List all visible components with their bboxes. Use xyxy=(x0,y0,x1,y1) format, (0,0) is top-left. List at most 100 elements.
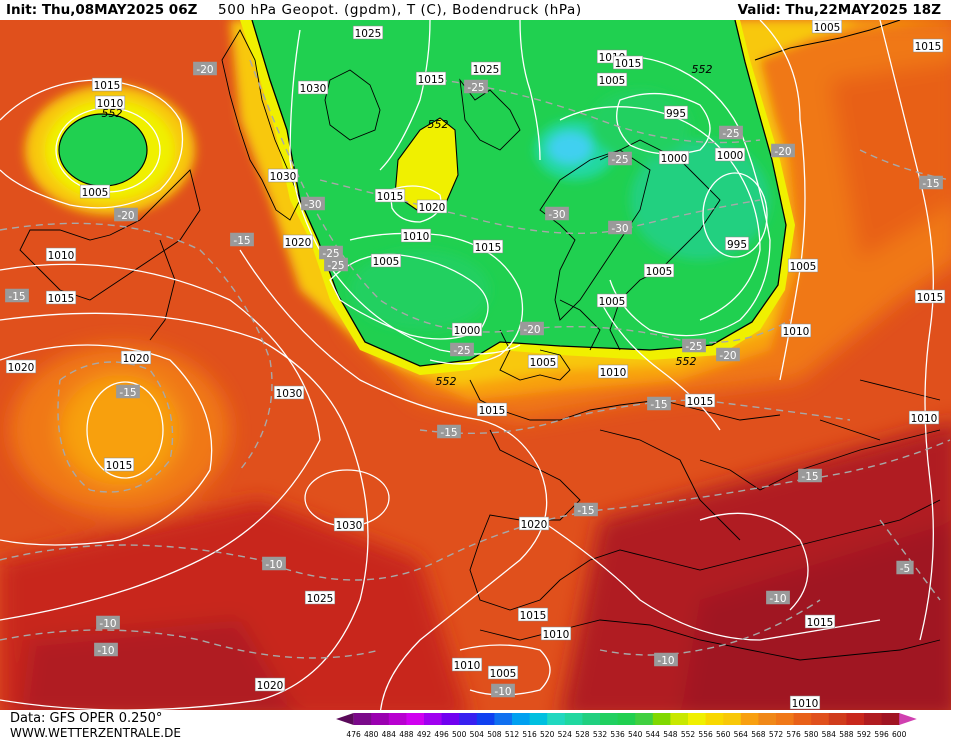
isotherm-label: -15 xyxy=(919,175,943,190)
isotherm-label: -15 xyxy=(116,384,140,399)
isobar-label-text: 1000 xyxy=(454,325,481,337)
isotherm-label-text: -15 xyxy=(8,291,25,303)
isobar-label-text: 1015 xyxy=(687,396,714,408)
isotherm-label-box xyxy=(716,347,740,362)
legend-swatch xyxy=(371,713,390,725)
isotherm-label: -25 xyxy=(682,338,706,353)
isotherm-label: -20 xyxy=(716,347,740,362)
isobar-label-text: 1020 xyxy=(285,237,312,249)
isobar-label-text: 1015 xyxy=(377,191,404,203)
isobar-label-box xyxy=(370,253,402,268)
isobar-label-text: 1000 xyxy=(717,150,744,162)
isobar-label-text: 1005 xyxy=(599,296,626,308)
legend-tick-label: 480 xyxy=(364,730,379,739)
isotherm-label: -25 xyxy=(608,151,632,166)
isobar-label-box xyxy=(472,239,504,254)
isobar-label-text: 1010 xyxy=(454,660,481,672)
isotherm-label: -15 xyxy=(647,396,671,411)
isobar-label-box xyxy=(267,168,299,183)
isobar-label-box xyxy=(297,80,329,95)
isobar-label-text: 1015 xyxy=(520,610,547,622)
legend-tick-label: 516 xyxy=(522,730,537,739)
isobar-label-text: 995 xyxy=(727,239,747,251)
isobar-label-text: 1005 xyxy=(530,357,557,369)
isotherm-label-box xyxy=(94,642,118,657)
isobar-label: 1030 xyxy=(267,168,299,183)
isobar-label-text: 1015 xyxy=(917,292,944,304)
isobar-label-text: 1005 xyxy=(373,256,400,268)
isotherm-label-text: -15 xyxy=(801,471,818,483)
isobar-label-box xyxy=(352,25,384,40)
isobar-label: 1005 xyxy=(79,184,111,199)
legend-swatch xyxy=(864,713,883,725)
isobar-label-text: 1000 xyxy=(661,153,688,165)
isotherm-label: -25 xyxy=(450,342,474,357)
legend-tick-label: 544 xyxy=(646,730,661,739)
legend-tick-label: 560 xyxy=(716,730,731,739)
isobar-label-box xyxy=(415,71,447,86)
isotherm-label-box xyxy=(5,288,29,303)
isobar-label-box xyxy=(400,228,432,243)
isotherm-label: -20 xyxy=(520,321,544,336)
isotherm-labels: -20-25-25-25-20-15-20-30-30-30-25-25-15-… xyxy=(5,61,943,698)
isobar-label-box xyxy=(517,607,549,622)
height-contour-label: 552 xyxy=(692,63,713,76)
isobar-label-box xyxy=(804,614,836,629)
legend-swatch xyxy=(652,713,671,725)
isotherm-label-box xyxy=(437,424,461,439)
isobar-label-text: 1025 xyxy=(307,593,334,605)
isobar-label-text: 1010 xyxy=(48,250,75,262)
weather-map[interactable]: 1025 1015 1025 1030 1015 1010 1005 1030 1015 1020… xyxy=(0,20,951,710)
isotherm-label-text: -25 xyxy=(327,260,344,272)
legend-swatch xyxy=(617,713,636,725)
isotherm-label: -25 xyxy=(324,257,348,272)
isobar-label: 1015 xyxy=(612,55,644,70)
isobar-label-box xyxy=(451,657,483,672)
isobar-label: 1020 xyxy=(282,234,314,249)
isotherm-label: -30 xyxy=(545,206,569,221)
isobar-label-text: 1020 xyxy=(257,680,284,692)
isobar-label: 1015 xyxy=(804,614,836,629)
isotherm-label-text: -25 xyxy=(611,154,628,166)
height-labels: 552 552 552 552 552 xyxy=(102,63,713,388)
isobar-label-text: 1015 xyxy=(479,405,506,417)
isobar-label-text: 1005 xyxy=(599,75,626,87)
isobar-label: 1015 xyxy=(374,188,406,203)
isobar-label: 1005 xyxy=(527,354,559,369)
isotherm-label-box xyxy=(301,196,325,211)
isotherm-label-text: -25 xyxy=(722,128,739,140)
isotherm-label-text: -20 xyxy=(523,324,540,336)
legend-swatch xyxy=(846,713,865,725)
isobar-label-box xyxy=(789,695,821,710)
legend-tick-label: 564 xyxy=(734,730,749,739)
height-contour-label: 552 xyxy=(436,375,457,388)
map-title: 500 hPa Geopot. (gpdm), T (C), Bodendruc… xyxy=(218,2,582,18)
isotherm-label-box xyxy=(324,257,348,272)
init-time-label: Init: Thu,08MAY2025 06Z xyxy=(6,2,198,18)
isobar-label-box xyxy=(79,184,111,199)
legend-tick-label: 540 xyxy=(628,730,643,739)
legend-tick-label: 496 xyxy=(434,730,449,739)
isobar-label-box xyxy=(596,293,628,308)
isotherm-label-text: -15 xyxy=(650,399,667,411)
legend-tick-label: 532 xyxy=(593,730,608,739)
legend-swatch xyxy=(758,713,777,725)
isotherm-label-text: -30 xyxy=(611,223,628,235)
isobar-label-text: 1015 xyxy=(807,617,834,629)
isobar-label: 1020 xyxy=(416,199,448,214)
isobar-label-box xyxy=(714,147,746,162)
isobar-label: 1015 xyxy=(476,402,508,417)
isobar-label: 1010 xyxy=(908,410,940,425)
isotherm-label-box xyxy=(464,79,488,94)
isobar-label-box xyxy=(596,72,628,87)
valid-time-label: Valid: Thu,22MAY2025 18Z xyxy=(737,2,941,18)
isobar-label: 1020 xyxy=(518,516,550,531)
isobar-label-text: 1010 xyxy=(403,231,430,243)
isobar-label-box xyxy=(780,323,812,338)
isobar-label: 1005 xyxy=(596,72,628,87)
isotherm-label: -15 xyxy=(5,288,29,303)
isobar-label: 1015 xyxy=(415,71,447,86)
isotherm-label-text: -20 xyxy=(774,146,791,158)
isobar-label: 1025 xyxy=(352,25,384,40)
isobar-label-text: 1015 xyxy=(48,293,75,305)
